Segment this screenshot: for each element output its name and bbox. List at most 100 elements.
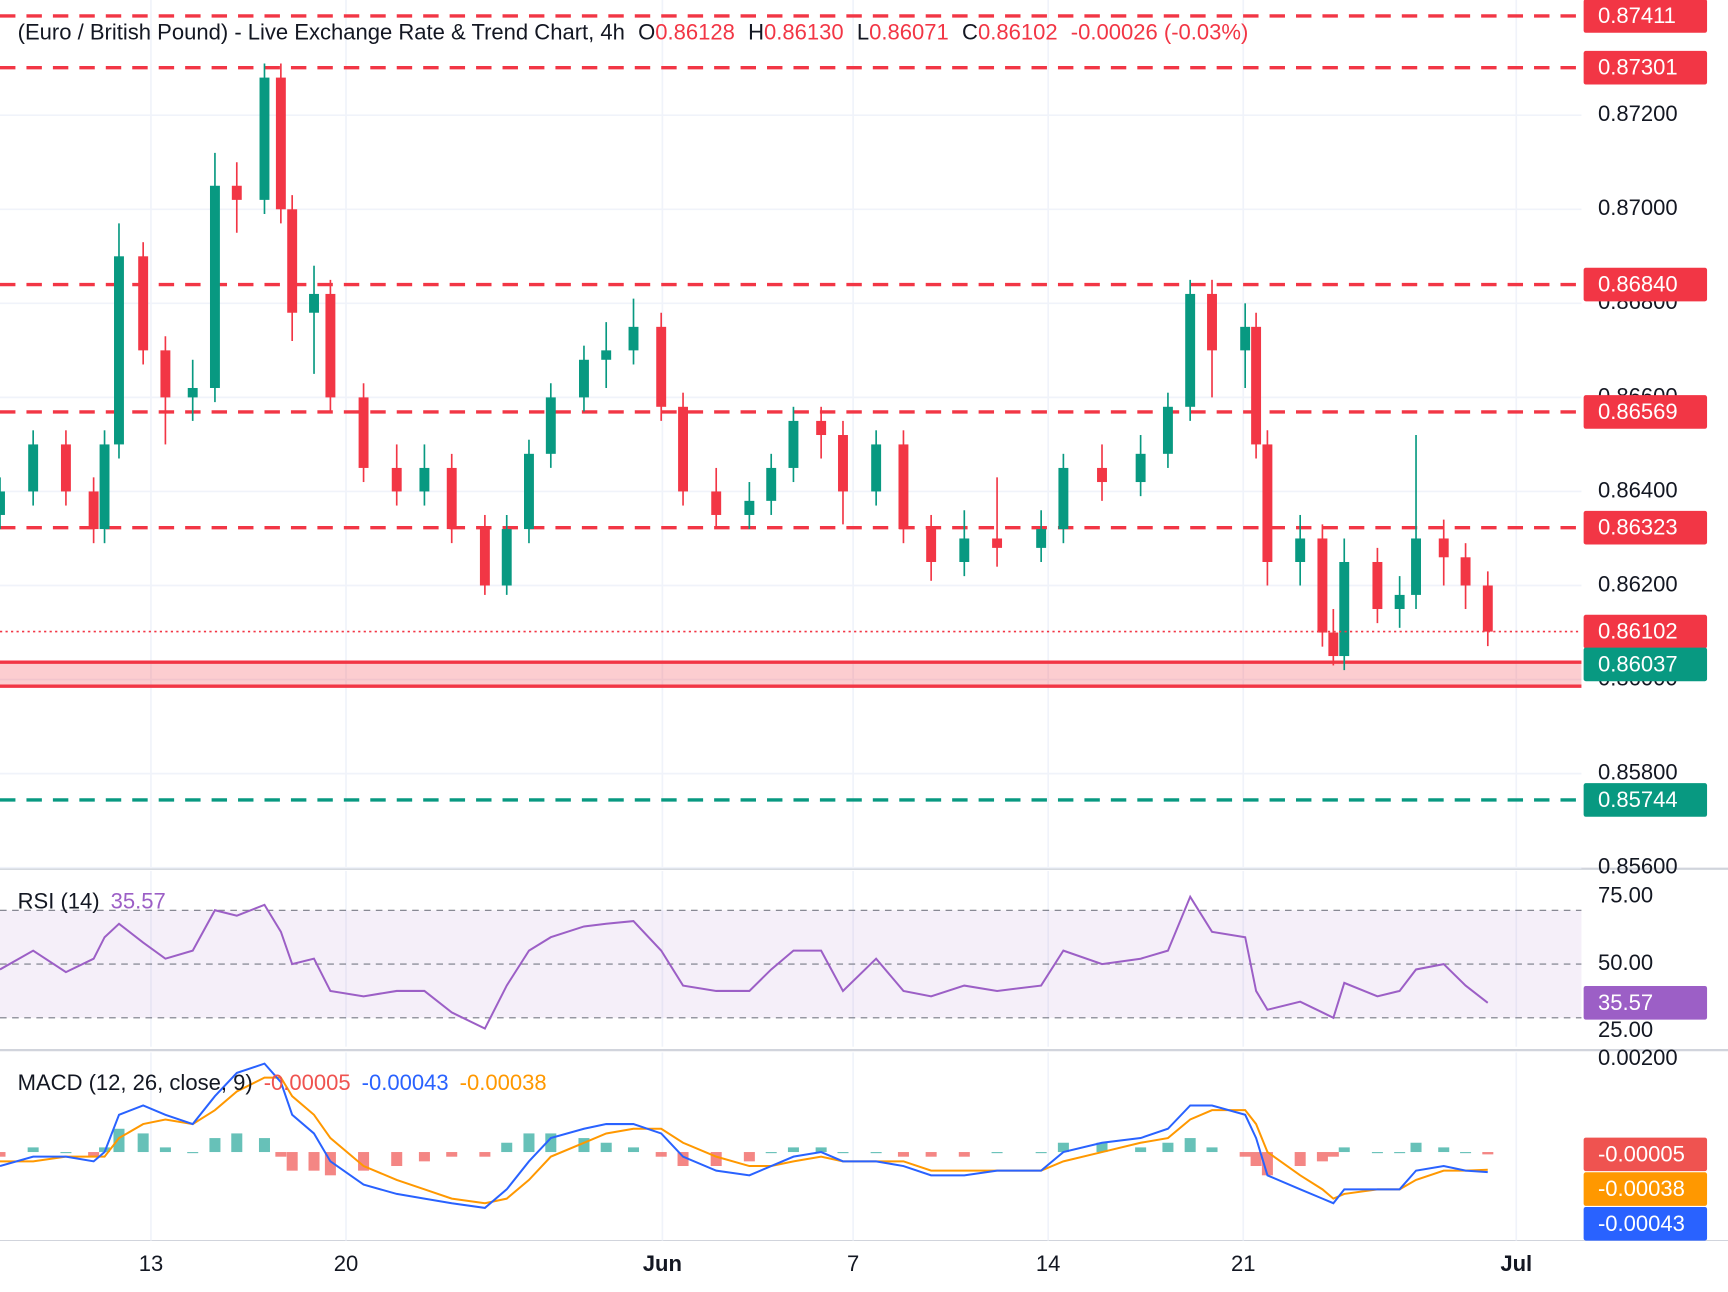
candle-body	[99, 444, 110, 530]
macd-histogram-bar	[1316, 1152, 1328, 1162]
ohlc-value: 0.86128	[655, 19, 735, 44]
candle-body	[88, 491, 99, 530]
macd-histogram-bar	[1438, 1147, 1450, 1153]
candle-body	[1339, 561, 1350, 657]
candle-body	[259, 77, 270, 200]
macd-hist-label-box	[1583, 1137, 1708, 1172]
macd-histogram-bar	[137, 1133, 149, 1153]
candle-body	[1058, 467, 1069, 530]
macd-histogram-bar	[1162, 1142, 1174, 1153]
macd-histogram-bar	[677, 1152, 689, 1167]
y-tick-label: 75.00	[1598, 883, 1653, 908]
macd-histogram-bar	[209, 1138, 221, 1153]
macd-histogram-bar	[159, 1147, 171, 1153]
macd-histogram-bar	[275, 1152, 287, 1157]
candle-body	[744, 500, 755, 515]
candle-body	[138, 256, 149, 351]
x-tick-label: 14	[1036, 1251, 1061, 1276]
x-tick-label: 13	[139, 1251, 164, 1276]
change: -0.00026 (-0.03%)	[1071, 19, 1249, 44]
macd-histogram-bar	[1035, 1152, 1047, 1154]
level-label: 0.86840	[1598, 271, 1678, 296]
macd-histogram-bar	[991, 1152, 1003, 1154]
macd-value: -0.00043	[362, 1070, 449, 1095]
x-tick-label: Jul	[1500, 1251, 1532, 1276]
macd-histogram-bar	[187, 1152, 199, 1154]
candle-body	[446, 467, 457, 530]
rsi-label: 35.57	[1598, 990, 1653, 1015]
level-label: 0.87411	[1598, 3, 1676, 28]
candle-body	[579, 359, 589, 398]
candle-body	[898, 444, 909, 530]
level-label-box	[1583, 783, 1708, 817]
macd-histogram-bar	[1327, 1152, 1339, 1157]
level-label: 0.86323	[1598, 515, 1678, 540]
macd-histogram-bar	[545, 1133, 557, 1153]
rsi-title: RSI (14)	[18, 888, 100, 913]
candle-body	[358, 397, 369, 468]
ohlc-key: O	[638, 19, 655, 44]
candle-body	[1135, 453, 1146, 483]
macd-histogram-bar	[446, 1152, 458, 1157]
macd-histogram-bar	[113, 1128, 125, 1153]
candle-body	[1482, 585, 1493, 632]
candle-body	[816, 420, 827, 436]
candle-body	[1372, 561, 1383, 610]
ohlc-key: C	[962, 19, 978, 44]
macd-histogram-bar	[765, 1152, 777, 1154]
candle-body	[275, 77, 286, 210]
rsi-label-box	[1583, 986, 1708, 1020]
candle-body	[1240, 326, 1251, 351]
macd-histogram-bar	[258, 1138, 270, 1153]
macd-histogram-bar	[1460, 1152, 1472, 1154]
x-tick-label: 20	[334, 1251, 359, 1276]
ohlc-value: 0.86071	[869, 19, 949, 44]
y-tick-label: 0.85800	[1598, 759, 1678, 784]
ohlc-value: 0.86102	[978, 19, 1058, 44]
y-tick-label: 0.85600	[1598, 853, 1678, 878]
support-zone-label: 0.86037	[1598, 651, 1678, 676]
macd-histogram-bar	[0, 1152, 6, 1157]
candle-body	[1394, 594, 1405, 610]
level-label-box	[1583, 0, 1708, 33]
macd-histogram-bar	[1294, 1152, 1306, 1167]
candle-body	[325, 293, 336, 398]
candle-body	[1207, 293, 1217, 351]
macd-histogram-bar	[1394, 1152, 1406, 1154]
candle-body	[601, 350, 612, 360]
macd-histogram-bar	[837, 1152, 849, 1154]
macd-histogram-bar	[523, 1133, 535, 1153]
macd-histogram-bar	[27, 1147, 39, 1153]
macd-histogram-bar	[1239, 1152, 1251, 1157]
macd-header: MACD (12, 26, close, 9) -0.00005 -0.00043-…	[18, 1070, 547, 1095]
macd-title: MACD (12, 26, close, 9)	[18, 1070, 253, 1095]
candle-body	[231, 185, 242, 200]
level-label: 0.87301	[1598, 55, 1678, 80]
macd-histogram-bar	[870, 1152, 882, 1154]
ohlc-key: L	[857, 19, 869, 44]
macd-histogram-bar	[1184, 1138, 1196, 1153]
signal-label-box	[1583, 1172, 1708, 1206]
chart-header: (Euro / British Pound) - Live Exchange R…	[18, 19, 1249, 44]
macd-hist-label: -0.00005	[1598, 1141, 1685, 1166]
candle-body	[656, 326, 667, 407]
candle-body	[309, 293, 319, 313]
macd-histogram-bar	[286, 1152, 298, 1171]
rsi-value: 35.57	[111, 888, 166, 913]
ohlc-key: H	[748, 19, 764, 44]
macd-histogram-bar	[958, 1152, 970, 1157]
y-tick-label: 25.00	[1598, 1017, 1653, 1042]
x-tick-label: Jun	[643, 1251, 682, 1276]
candle-body	[628, 326, 639, 351]
macd-histogram-bar	[1261, 1152, 1273, 1176]
candle-body	[992, 538, 1003, 548]
support-zone-label-box	[1583, 647, 1708, 682]
y-tick-label: 0.86200	[1598, 571, 1678, 596]
y-tick-label: 0.86400	[1598, 477, 1678, 502]
level-label-box	[1583, 395, 1708, 429]
x-tick-label: 21	[1231, 1251, 1256, 1276]
candle-body	[524, 453, 534, 530]
candle-body	[1460, 557, 1471, 586]
macd-histogram-bar	[501, 1142, 513, 1153]
